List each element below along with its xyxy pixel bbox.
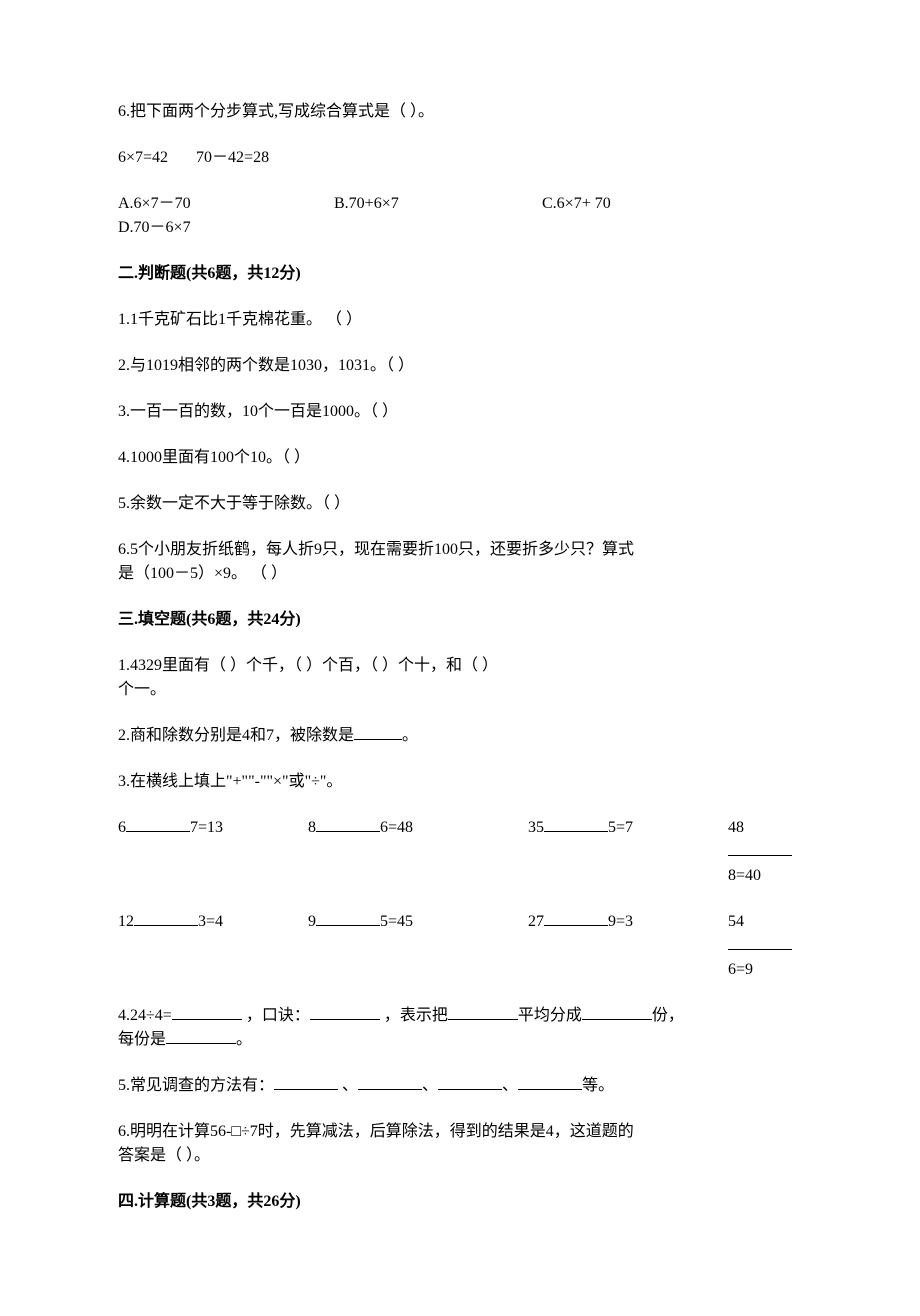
fb-q6: 6.明明在计算56-□÷7时，先算减法，后算除法，得到的结果是4，这道题的 答案… (118, 1120, 802, 1168)
r2c2b: 5=45 (380, 913, 413, 930)
mc-q6-opt-c: C.6×7+ 70 (542, 192, 774, 216)
fb-q2-pre: 2.商和除数分别是4和7，被除数是 (118, 727, 354, 744)
fb-q2-post: 。 (402, 727, 418, 744)
r2c3-blank (544, 925, 608, 926)
q5-post: 等。 (582, 1077, 614, 1094)
q4-b5 (166, 1043, 236, 1044)
q4-4: 平均分成 (518, 1007, 582, 1024)
fb-q3-row2: 12 3=4 9 5=45 27 9=3 54 6=9 (118, 910, 802, 982)
mc-q6-options: A.6×7－70 B.70+6×7 C.6×7+ 70 D.70－6×7 (118, 192, 802, 240)
mc-q6-given: 6×7=42 70－42=28 (118, 146, 802, 170)
fb-q1-line1: 1.4329里面有（ ）个千，（ ）个百，（ ）个十，和（ ） (118, 654, 802, 678)
q5-s1: 、 (338, 1077, 358, 1094)
fb-q3-r2c3: 27 9=3 (528, 910, 728, 982)
tf-q2: 2.与1019相邻的两个数是1030，1031。（ ） (118, 354, 802, 378)
section4-title: 四.计算题(共3题，共26分) (118, 1190, 802, 1214)
tf-q4: 4.1000里面有100个10。（ ） (118, 446, 802, 470)
tf-q1: 1.1千克矿石比1千克棉花重。 （ ） (118, 308, 802, 332)
r2c4-blank (728, 949, 792, 950)
q4-5: 份， (652, 1007, 684, 1024)
q5-b2 (358, 1089, 422, 1090)
r1c2b: 6=48 (380, 819, 413, 836)
fb-q5: 5.常见调查的方法有： 、 、 、 等。 (118, 1074, 802, 1098)
fb-q3-r2c2: 9 5=45 (308, 910, 528, 982)
r1c4-blank (728, 855, 792, 856)
fb-q3-stem: 3.在横线上填上"+""-""×"或"÷"。 (118, 770, 802, 794)
tf-q5: 5.余数一定不大于等于除数。（ ） (118, 492, 802, 516)
fb-q3-r1c3: 35 5=7 (528, 816, 728, 888)
mc-q6-stem: 6.把下面两个分步算式,写成综合算式是（ ）。 (118, 100, 802, 124)
q4-2: ，口诀： (242, 1007, 310, 1024)
fb-q3-row1: 6 7=13 8 6=48 35 5=7 48 8=40 (118, 816, 802, 888)
q4-3: ，表示把 (380, 1007, 448, 1024)
spacer2 (118, 986, 802, 1004)
q4-b3 (448, 1019, 518, 1020)
r2c4a: 54 (728, 913, 744, 930)
tf-q6-line2: 是（100－5）×9。 （ ） (118, 562, 802, 586)
q4-1: 4.24÷4= (118, 1007, 172, 1024)
fb-q1: 1.4329里面有（ ）个千，（ ）个百，（ ）个十，和（ ） 个一。 (118, 654, 802, 702)
r2c1a: 12 (118, 913, 134, 930)
exam-page: 6.把下面两个分步算式,写成综合算式是（ ）。 6×7=42 70－42=28 … (0, 0, 920, 1316)
r1c4b: 8=40 (728, 867, 761, 884)
r2c2-blank (316, 925, 380, 926)
tf-q6: 6.5个小朋友折纸鹤，每人折9只，现在需要折100只，还要折多少只？算式 是（1… (118, 538, 802, 586)
section2-title: 二.判断题(共6题，共12分) (118, 262, 802, 286)
mc-q6-opt-d: D.70－6×7 (118, 216, 802, 240)
q4-b4 (582, 1019, 652, 1020)
fb-q3-r1c4: 48 8=40 (728, 816, 802, 888)
r2c4b: 6=9 (728, 961, 753, 978)
r1c3-blank (544, 831, 608, 832)
mc-q6-opt-b: B.70+6×7 (334, 192, 542, 216)
fb-q2-blank (354, 739, 402, 740)
r1c2a: 8 (308, 819, 316, 836)
q4-b2 (310, 1019, 380, 1020)
r1c1a: 6 (118, 819, 126, 836)
spacer1 (118, 892, 802, 910)
q5-b3 (438, 1089, 502, 1090)
r1c3b: 5=7 (608, 819, 633, 836)
q5-b1 (274, 1089, 338, 1090)
mc-q6-opt-a: A.6×7－70 (118, 192, 334, 216)
r2c1-blank (134, 925, 198, 926)
section3-title: 三.填空题(共6题，共24分) (118, 608, 802, 632)
r2c3a: 27 (528, 913, 544, 930)
r1c2-blank (316, 831, 380, 832)
tf-q3: 3.一百一百的数，10个一百是1000。（ ） (118, 400, 802, 424)
fb-q4: 4.24÷4= ，口诀： ，表示把 平均分成 份， 每份是 。 (118, 1004, 802, 1052)
q5-s3: 、 (502, 1077, 518, 1094)
r2c1b: 3=4 (198, 913, 223, 930)
r2c2a: 9 (308, 913, 316, 930)
q5-pre: 5.常见调查的方法有： (118, 1077, 274, 1094)
r1c1-blank (126, 831, 190, 832)
q4-7: 。 (236, 1031, 252, 1048)
fb-q6-line1: 6.明明在计算56-□÷7时，先算减法，后算除法，得到的结果是4，这道题的 (118, 1120, 802, 1144)
q5-s2: 、 (422, 1077, 438, 1094)
q5-b4 (518, 1089, 582, 1090)
r1c1b: 7=13 (190, 819, 223, 836)
fb-q3-r1c2: 8 6=48 (308, 816, 528, 888)
fb-q6-line2: 答案是（ ）。 (118, 1144, 802, 1168)
r1c4a: 48 (728, 819, 744, 836)
fb-q1-line2: 个一。 (118, 678, 802, 702)
fb-q2: 2.商和除数分别是4和7，被除数是 。 (118, 724, 802, 748)
fb-q3-r2c4: 54 6=9 (728, 910, 802, 982)
q4-6: 每份是 (118, 1031, 166, 1048)
r2c3b: 9=3 (608, 913, 633, 930)
q4-b1 (172, 1019, 242, 1020)
mc-q6: 6.把下面两个分步算式,写成综合算式是（ ）。 6×7=42 70－42=28 … (118, 100, 802, 240)
tf-q6-line1: 6.5个小朋友折纸鹤，每人折9只，现在需要折100只，还要折多少只？算式 (118, 538, 802, 562)
r1c3a: 35 (528, 819, 544, 836)
fb-q3-r1c1: 6 7=13 (118, 816, 308, 888)
fb-q3-r2c1: 12 3=4 (118, 910, 308, 982)
